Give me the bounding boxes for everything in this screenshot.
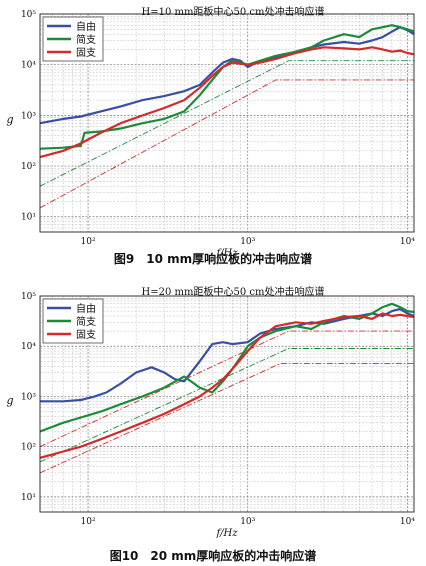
- x-tick-label: 10²: [81, 517, 96, 527]
- chart-title: H=20 mm距板中心50 cm处冲击响应谱: [141, 287, 325, 298]
- plot-frame: [39, 13, 415, 233]
- figure-9: H=10 mm距板中心50 cm处冲击响应谱 10² 10³ 10⁴ 10¹ 10² 10…: [0, 0, 426, 275]
- y-tick-label: 10³: [21, 111, 36, 121]
- series-line: [39, 26, 415, 125]
- x-axis-label: f/Hz: [215, 528, 238, 539]
- figure-caption: 图10 20 mm厚响应板的冲击响应谱: [109, 549, 317, 563]
- chart-title: H=10 mm距板中心50 cm处冲击响应谱: [141, 7, 325, 18]
- y-tick-label: 10²: [21, 443, 36, 453]
- legend-label: 自由: [76, 20, 96, 33]
- reference-line: [39, 79, 414, 209]
- reference-line: [39, 348, 414, 463]
- x-tick-label: 10⁴: [400, 517, 415, 527]
- y-tick-label: 10⁵: [21, 292, 36, 302]
- legend-label: 简支: [76, 315, 96, 328]
- reference-line: [39, 363, 414, 474]
- y-tick-label: 10⁵: [21, 10, 36, 20]
- legend-label: 自由: [76, 302, 96, 315]
- y-tick-label: 10¹: [21, 493, 36, 503]
- x-tick-label: 10⁴: [400, 237, 415, 247]
- y-tick-label: 10²: [21, 162, 36, 172]
- x-axis-label: f/Hz: [215, 248, 238, 259]
- reference-line: [39, 60, 414, 187]
- x-tick-label: 10³: [240, 237, 255, 247]
- figure-10: H=20 mm距板中心50 cm处冲击响应谱 10² 10³ 10⁴ 10¹ 10² 10…: [0, 283, 426, 566]
- series-line: [39, 46, 415, 159]
- legend-label: 简支: [76, 33, 96, 46]
- y-tick-label: 10⁴: [21, 342, 36, 352]
- series-line: [39, 312, 415, 459]
- x-tick-label: 10²: [81, 237, 96, 247]
- reference-line: [39, 330, 414, 448]
- x-tick-label: 10³: [240, 517, 255, 527]
- y-axis-label: g: [6, 113, 13, 126]
- series-line: [39, 302, 415, 433]
- y-tick-label: 10⁴: [21, 61, 36, 71]
- plot-frame: [39, 295, 415, 513]
- series-line: [40, 307, 415, 403]
- y-axis-label: g: [6, 394, 13, 407]
- y-tick-label: 10³: [21, 392, 36, 402]
- figure-caption: 图9 10 mm厚响应板的冲击响应谱: [113, 252, 313, 266]
- y-tick-label: 10¹: [21, 213, 36, 223]
- legend-label: 固支: [76, 47, 96, 59]
- legend-label: 固支: [76, 329, 96, 341]
